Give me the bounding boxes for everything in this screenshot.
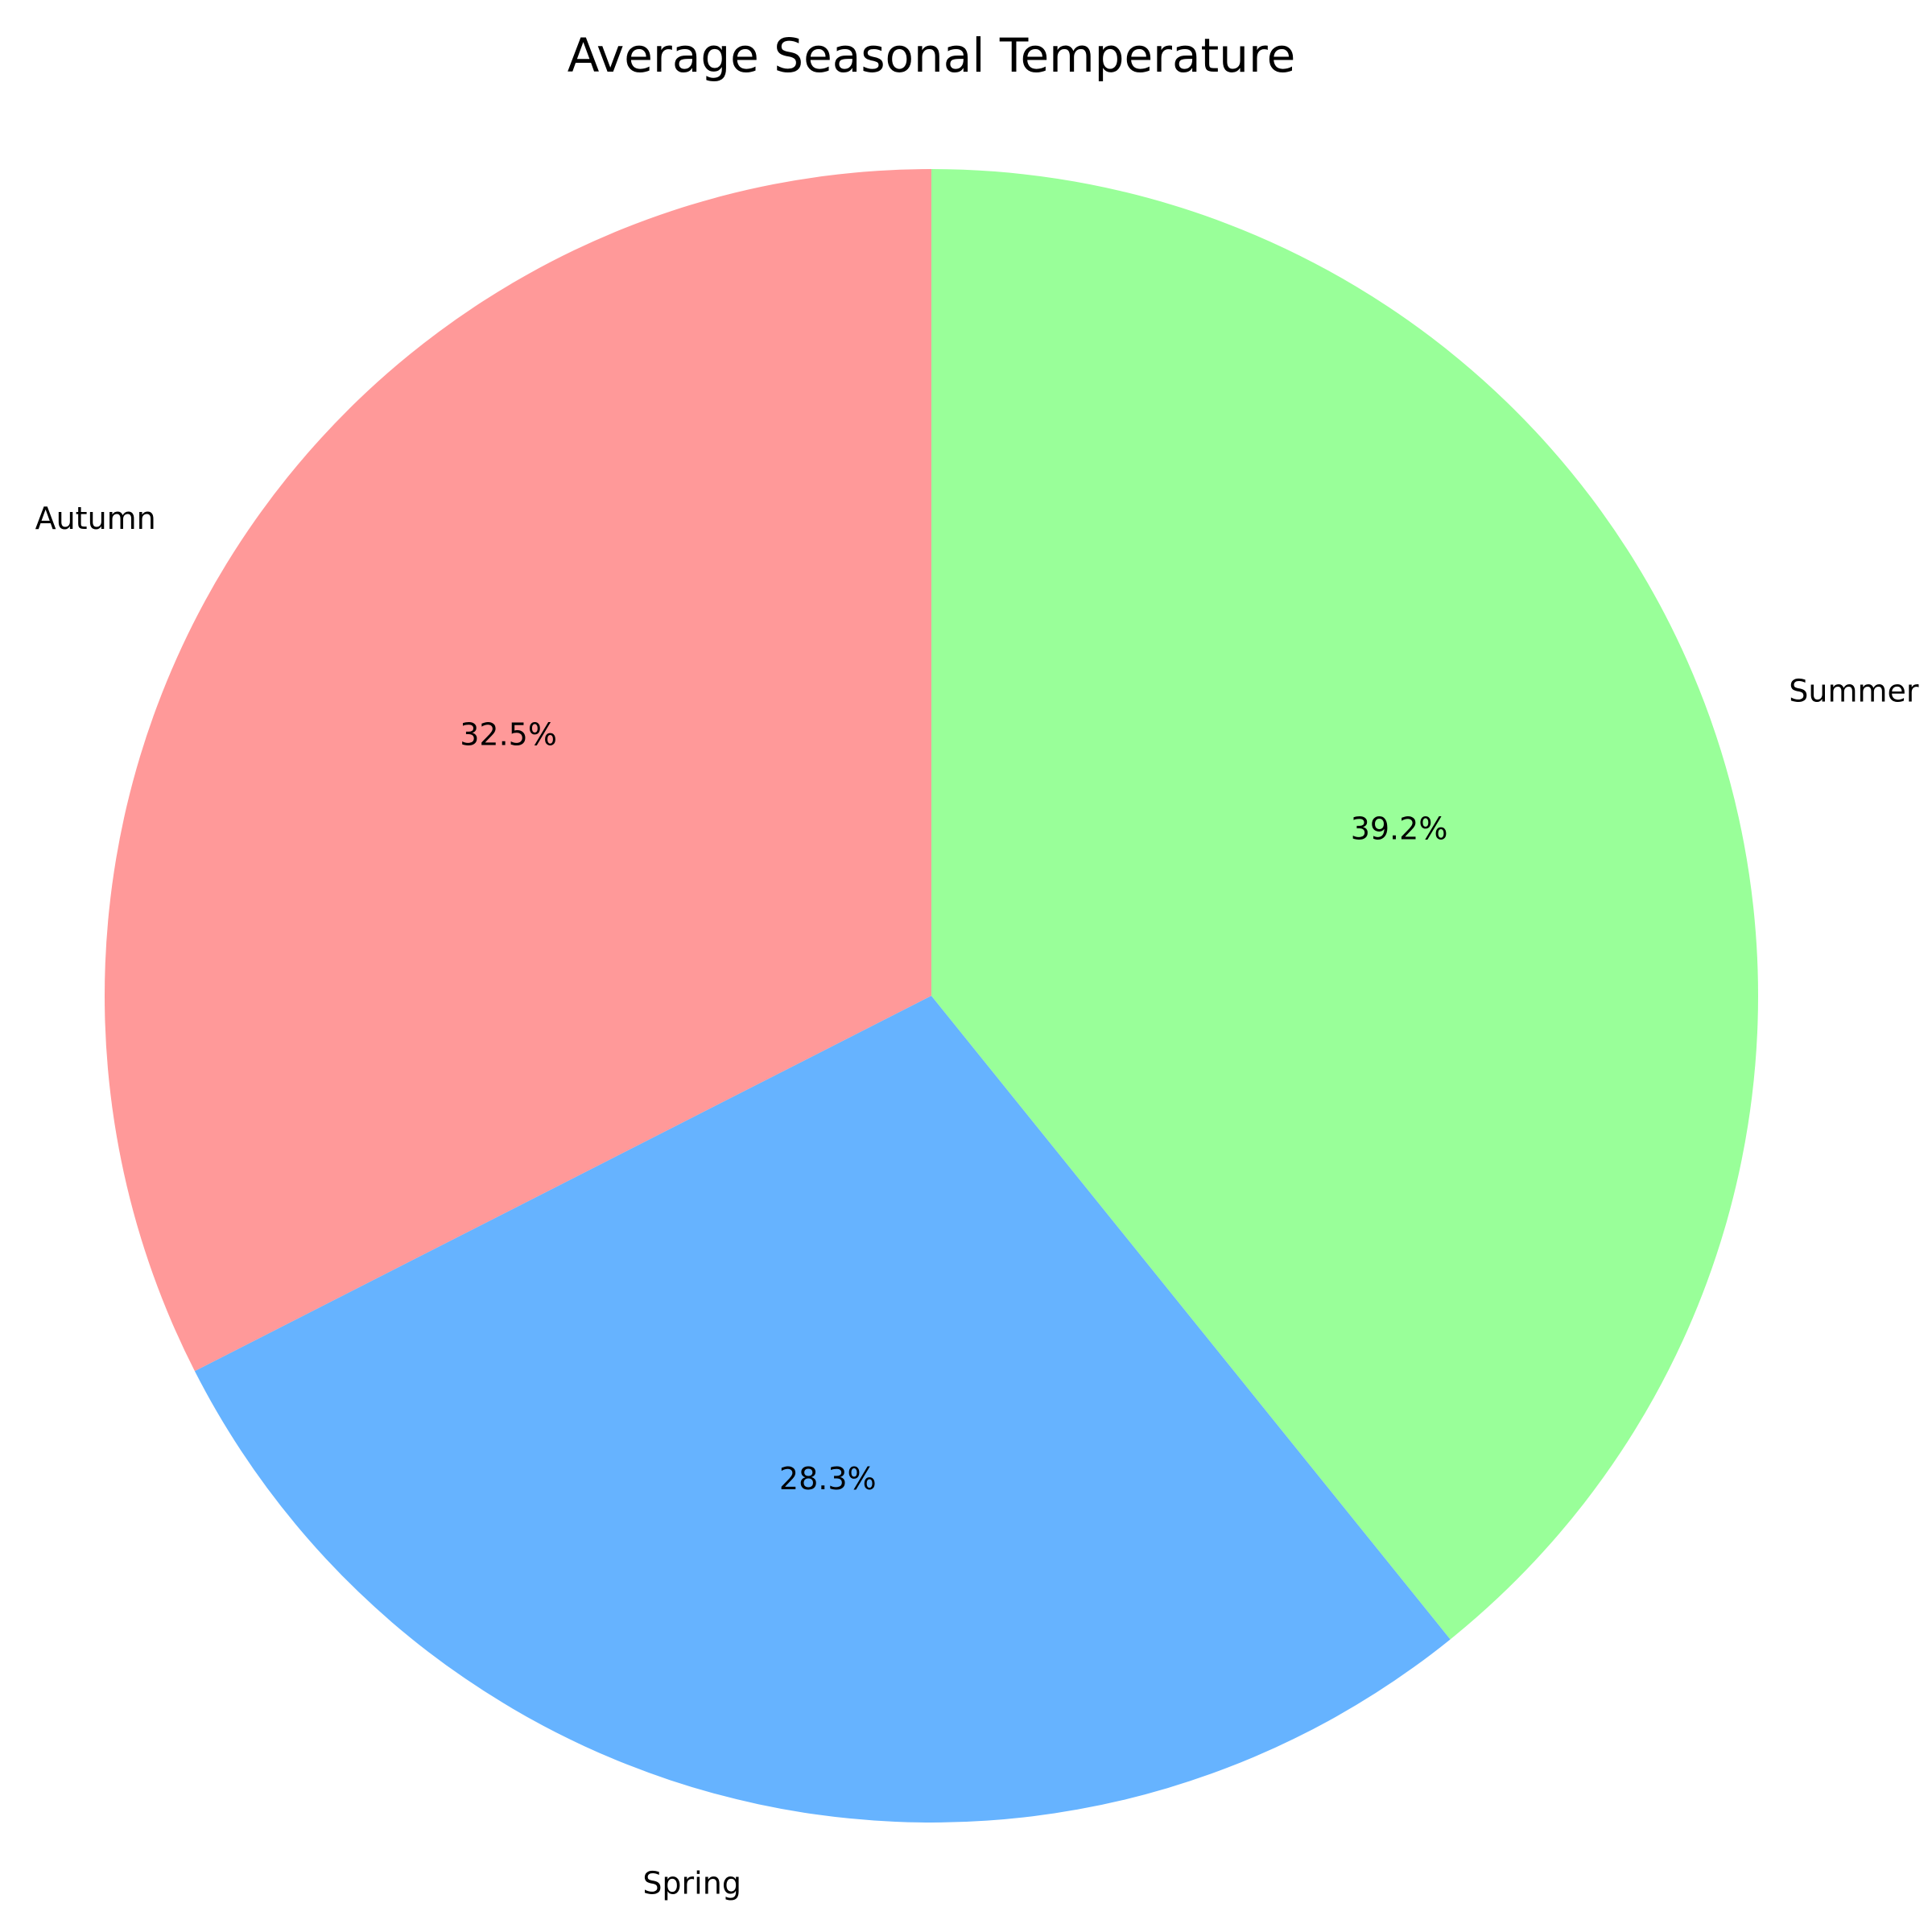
pie-labels: Autumn 32.5% Spring 28.3% Summer 39.2% [35, 501, 1919, 1901]
percent-label-autumn: 32.5% [460, 717, 557, 753]
pie-slice-spring [194, 996, 1451, 1823]
slice-label-spring: Spring [642, 1865, 741, 1901]
percent-label-summer: 39.2% [1351, 811, 1448, 846]
slice-label-autumn: Autumn [35, 501, 156, 536]
pie-slice-autumn [104, 169, 931, 1372]
pie-slices [104, 169, 1759, 1823]
chart-title: Average Seasonal Temperature [568, 28, 1296, 83]
percent-label-spring: 28.3% [779, 1461, 877, 1496]
pie-slice-summer [931, 169, 1759, 1640]
slice-label-summer: Summer [1789, 674, 1919, 709]
